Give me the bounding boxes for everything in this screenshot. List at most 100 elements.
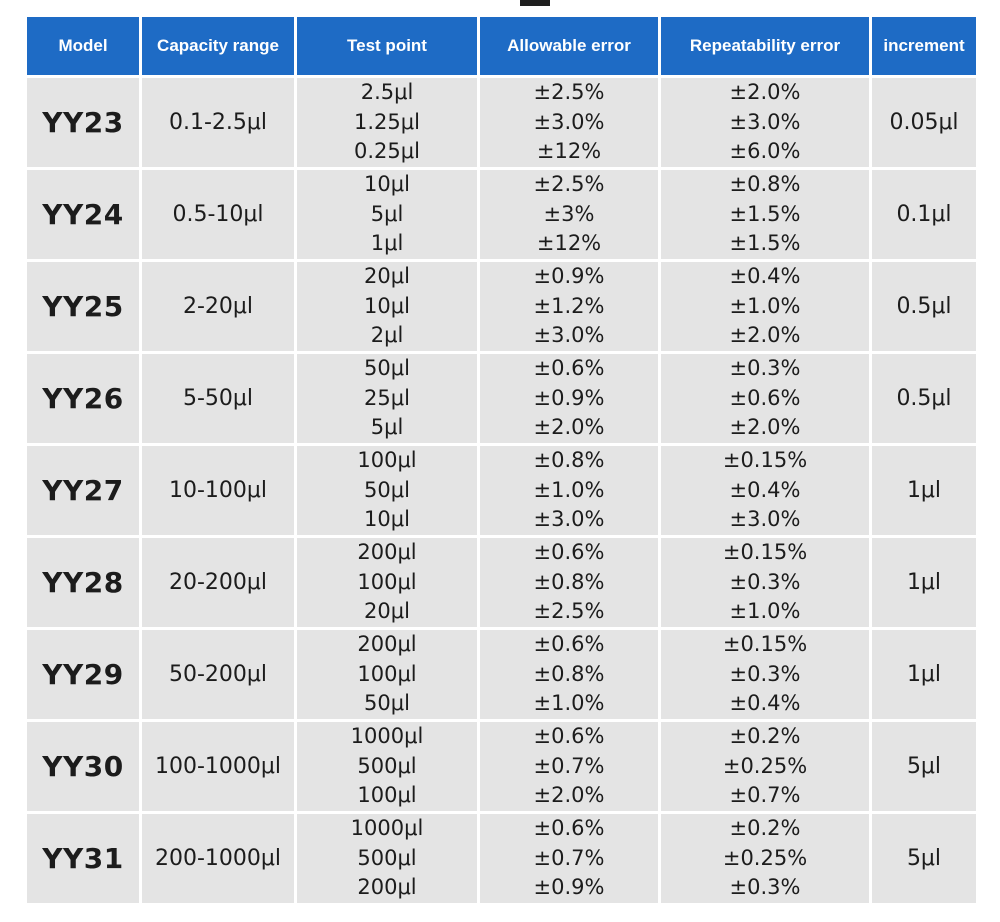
test-point-cell: 200μl 100μl 50μl <box>297 630 477 719</box>
allowable-error-value: ±2.5% <box>533 80 605 105</box>
repeatability-error-value: ±2.0% <box>729 80 801 105</box>
repeatability-error-value: ±6.0% <box>729 139 801 164</box>
spec-table: Model Capacity range Test point Allowabl… <box>24 14 979 906</box>
repeatability-error-value: ±1.5% <box>729 201 801 226</box>
allowable-error-value: ±1.0% <box>533 477 605 502</box>
repeatability-error-value: ±0.4% <box>729 477 801 502</box>
table-row: YY27 10-100μl 100μl 50μl 10μl ±0.8% ±1.0… <box>27 446 976 535</box>
test-point-value: 1μl <box>370 231 404 256</box>
table-row: YY29 50-200μl 200μl 100μl 50μl ±0.6% ±0.… <box>27 630 976 719</box>
test-point-value: 100μl <box>357 448 417 473</box>
allowable-error-cell: ±0.6% ±0.8% ±2.5% <box>480 538 658 627</box>
allowable-error-value: ±0.9% <box>533 875 605 900</box>
allowable-error-value: ±3% <box>543 201 595 226</box>
repeatability-error-cell: ±0.4% ±1.0% ±2.0% <box>661 262 869 351</box>
allowable-error-value: ±3.0% <box>533 109 605 134</box>
capacity-cell: 100-1000μl <box>142 722 294 811</box>
repeatability-error-cell: ±0.8% ±1.5% ±1.5% <box>661 170 869 259</box>
capacity-cell: 10-100μl <box>142 446 294 535</box>
test-point-value: 500μl <box>357 753 417 778</box>
repeatability-error-value: ±0.8% <box>729 172 801 197</box>
repeatability-error-cell: ±0.15% ±0.3% ±0.4% <box>661 630 869 719</box>
allowable-error-value: ±0.6% <box>533 356 605 381</box>
test-point-value: 100μl <box>357 569 417 594</box>
table-body: YY23 0.1-2.5μl 2.5μl 1.25μl 0.25μl ±2.5%… <box>27 78 976 903</box>
allowable-error-value: ±2.0% <box>533 783 605 808</box>
test-point-value: 0.25μl <box>354 139 420 164</box>
header-repeatability-error: Repeatability error <box>661 17 869 75</box>
test-point-cell: 200μl 100μl 20μl <box>297 538 477 627</box>
test-point-value: 2μl <box>370 323 404 348</box>
test-point-cell: 20μl 10μl 2μl <box>297 262 477 351</box>
repeatability-error-cell: ±0.15% ±0.3% ±1.0% <box>661 538 869 627</box>
test-point-cell: 100μl 50μl 10μl <box>297 446 477 535</box>
test-point-value: 20μl <box>364 264 410 289</box>
increment-cell: 0.5μl <box>872 262 976 351</box>
model-cell: YY29 <box>27 630 139 719</box>
repeatability-error-cell: ±0.2% ±0.25% ±0.7% <box>661 722 869 811</box>
repeatability-error-cell: ±2.0% ±3.0% ±6.0% <box>661 78 869 167</box>
allowable-error-value: ±2.5% <box>533 172 605 197</box>
model-cell: YY25 <box>27 262 139 351</box>
allowable-error-cell: ±0.6% ±0.7% ±0.9% <box>480 814 658 903</box>
repeatability-error-value: ±2.0% <box>729 415 801 440</box>
repeatability-error-value: ±0.15% <box>722 540 808 565</box>
repeatability-error-value: ±0.3% <box>729 569 801 594</box>
test-point-value: 50μl <box>364 356 410 381</box>
increment-cell: 0.5μl <box>872 354 976 443</box>
test-point-cell: 10μl 5μl 1μl <box>297 170 477 259</box>
allowable-error-value: ±0.7% <box>533 753 605 778</box>
allowable-error-value: ±1.2% <box>533 293 605 318</box>
repeatability-error-value: ±0.15% <box>722 632 808 657</box>
model-cell: YY26 <box>27 354 139 443</box>
repeatability-error-cell: ±0.2% ±0.25% ±0.3% <box>661 814 869 903</box>
model-cell: YY23 <box>27 78 139 167</box>
allowable-error-cell: ±0.8% ±1.0% ±3.0% <box>480 446 658 535</box>
capacity-cell: 50-200μl <box>142 630 294 719</box>
allowable-error-value: ±0.6% <box>533 816 605 841</box>
table-row: YY30 100-1000μl 1000μl 500μl 100μl ±0.6%… <box>27 722 976 811</box>
test-point-value: 10μl <box>364 507 410 532</box>
header-test-point: Test point <box>297 17 477 75</box>
model-cell: YY28 <box>27 538 139 627</box>
header-model: Model <box>27 17 139 75</box>
test-point-value: 200μl <box>357 632 417 657</box>
table-row: YY31 200-1000μl 1000μl 500μl 200μl ±0.6%… <box>27 814 976 903</box>
allowable-error-cell: ±0.9% ±1.2% ±3.0% <box>480 262 658 351</box>
allowable-error-value: ±2.0% <box>533 415 605 440</box>
allowable-error-value: ±0.9% <box>533 264 605 289</box>
test-point-cell: 2.5μl 1.25μl 0.25μl <box>297 78 477 167</box>
allowable-error-value: ±2.5% <box>533 599 605 624</box>
increment-cell: 1μl <box>872 630 976 719</box>
test-point-value: 1000μl <box>350 724 424 749</box>
capacity-cell: 2-20μl <box>142 262 294 351</box>
test-point-value: 2.5μl <box>360 80 414 105</box>
repeatability-error-value: ±0.6% <box>729 385 801 410</box>
table-row: YY23 0.1-2.5μl 2.5μl 1.25μl 0.25μl ±2.5%… <box>27 78 976 167</box>
header-row: Model Capacity range Test point Allowabl… <box>27 17 976 75</box>
allowable-error-value: ±0.8% <box>533 661 605 686</box>
test-point-cell: 50μl 25μl 5μl <box>297 354 477 443</box>
model-cell: YY27 <box>27 446 139 535</box>
repeatability-error-value: ±3.0% <box>729 109 801 134</box>
test-point-value: 10μl <box>364 172 410 197</box>
allowable-error-value: ±12% <box>536 231 602 256</box>
allowable-error-value: ±0.6% <box>533 632 605 657</box>
table-row: YY24 0.5-10μl 10μl 5μl 1μl ±2.5% ±3% ±12… <box>27 170 976 259</box>
allowable-error-value: ±0.8% <box>533 569 605 594</box>
header-allowable-error: Allowable error <box>480 17 658 75</box>
test-point-value: 25μl <box>364 385 410 410</box>
repeatability-error-value: ±0.2% <box>729 724 801 749</box>
table-row: YY25 2-20μl 20μl 10μl 2μl ±0.9% ±1.2% ±3… <box>27 262 976 351</box>
test-point-value: 1000μl <box>350 816 424 841</box>
increment-cell: 1μl <box>872 538 976 627</box>
repeatability-error-value: ±1.5% <box>729 231 801 256</box>
allowable-error-cell: ±2.5% ±3% ±12% <box>480 170 658 259</box>
test-point-value: 200μl <box>357 875 417 900</box>
test-point-value: 50μl <box>364 691 410 716</box>
increment-cell: 0.05μl <box>872 78 976 167</box>
repeatability-error-value: ±0.3% <box>729 356 801 381</box>
increment-cell: 1μl <box>872 446 976 535</box>
repeatability-error-value: ±0.4% <box>729 691 801 716</box>
repeatability-error-value: ±1.0% <box>729 599 801 624</box>
